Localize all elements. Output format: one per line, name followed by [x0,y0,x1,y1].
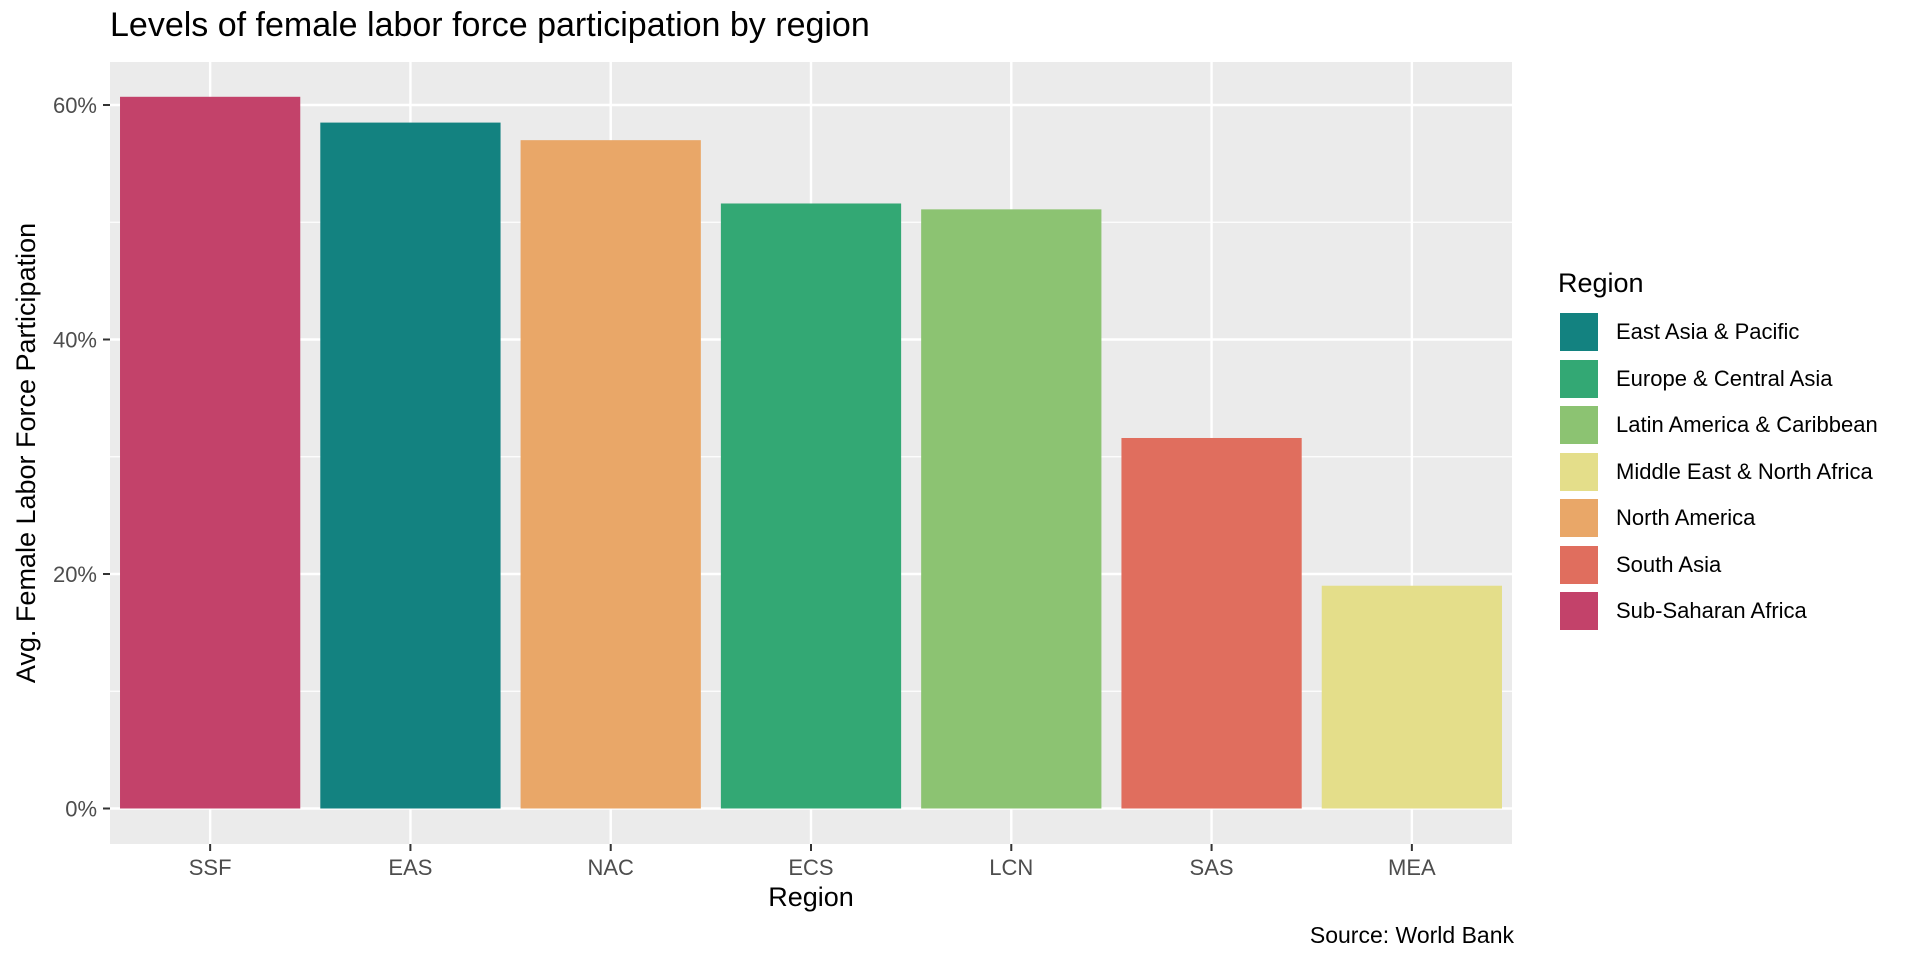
x-tick-label: MEA [1388,855,1436,880]
x-tick-label: NAC [587,855,634,880]
legend-label: Middle East & North Africa [1616,458,1873,484]
legend-label: Latin America & Caribbean [1616,412,1878,438]
legend-label: East Asia & Pacific [1616,319,1800,345]
chart-caption: Source: World Bank [1309,922,1514,948]
legend-label: South Asia [1616,551,1722,577]
legend-label: Sub-Saharan Africa [1616,598,1807,624]
legend-key [1558,450,1600,493]
x-tick-label: SSF [189,855,232,880]
y-axis: 0% 20% 40% 60% [53,93,110,822]
legend-item: Latin America & Caribbean [1558,402,1878,449]
bars [120,96,1502,809]
bar-ssf [120,96,301,809]
legend: Region East Asia & Pacific Europe & Centr… [1558,268,1878,635]
bar-ecs [720,203,902,809]
y-tick-label: 0% [65,797,97,822]
legend-key [1558,357,1600,400]
bar-mea [1321,585,1502,809]
x-axis-title: Region [768,882,854,912]
y-tick-label: 20% [53,562,97,587]
legend-key [1558,404,1600,447]
legend-key [1558,543,1600,586]
x-axis: SSF EAS NAC ECS LCN SAS MEA [189,844,1436,880]
x-tick-label: SAS [1190,855,1234,880]
x-tick-label: ECS [788,855,833,880]
legend-item: North America [1558,495,1878,542]
chart-title: Levels of female labor force participati… [110,6,870,44]
legend-label: North America [1616,505,1756,531]
legend-item: Europe & Central Asia [1558,356,1878,403]
legend-key [1558,590,1600,633]
bar-sas [1121,437,1302,809]
y-axis-title: Avg. Female Labor Force Participation [11,223,41,683]
bar-nac [520,140,701,809]
legend-item: Middle East & North Africa [1558,449,1878,496]
legend-key [1558,311,1600,354]
legend-item: South Asia [1558,542,1878,589]
y-tick-label: 60% [53,93,97,118]
y-tick-label: 40% [53,328,97,353]
x-tick-label: LCN [989,855,1033,880]
bar-eas [320,122,501,809]
x-tick-label: EAS [388,855,432,880]
legend-item: East Asia & Pacific [1558,309,1878,356]
legend-label: Europe & Central Asia [1616,365,1833,391]
legend-key [1558,497,1600,540]
legend-items: East Asia & Pacific Europe & Central Asia… [1558,309,1878,635]
legend-item: Sub-Saharan Africa [1558,588,1878,635]
legend-title: Region [1558,268,1644,298]
bar-lcn [921,209,1102,809]
